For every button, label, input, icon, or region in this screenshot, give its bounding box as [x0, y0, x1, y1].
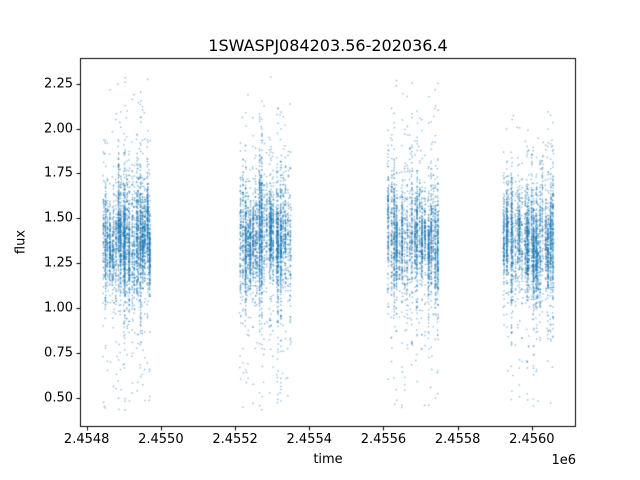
x-axis-label: time [313, 452, 343, 467]
y-tick-label: 1.75 [44, 165, 73, 181]
y-axis-label: flux [13, 229, 29, 255]
y-tick-label: 2.25 [44, 76, 73, 92]
chart-title: 1SWASPJ084203.56-202036.4 [208, 36, 448, 55]
x-tick-label: 2.4552 [212, 432, 258, 447]
y-tick-label: 2.00 [44, 121, 73, 137]
y-tick-label: 1.50 [44, 210, 73, 226]
x-tick-label: 2.4548 [63, 432, 110, 447]
x-tick-label: 2.4556 [360, 432, 407, 447]
x-tick-label: 2.4554 [286, 432, 333, 447]
y-tick-label: 1.00 [44, 300, 73, 316]
y-tick-label: 1.25 [44, 255, 73, 271]
y-tick-label: 0.75 [44, 345, 73, 361]
x-tick-label: 2.4558 [434, 432, 481, 447]
x-tick-label: 2.4550 [138, 432, 184, 447]
y-tick-label: 0.50 [44, 390, 73, 406]
x-axis-offset-label: 1e6 [551, 453, 576, 468]
x-tick-label: 2.4560 [509, 432, 555, 447]
